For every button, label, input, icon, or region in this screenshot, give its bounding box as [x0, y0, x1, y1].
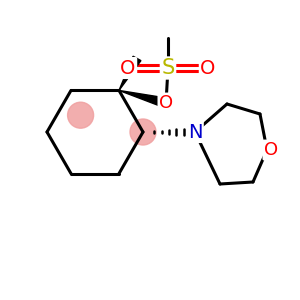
Polygon shape [119, 56, 141, 90]
Text: O: O [264, 141, 278, 159]
Circle shape [130, 119, 156, 145]
Text: O: O [120, 58, 136, 77]
Polygon shape [119, 90, 167, 108]
Text: O: O [159, 94, 173, 112]
Text: N: N [188, 122, 202, 142]
Circle shape [68, 102, 94, 128]
Text: O: O [200, 58, 216, 77]
Text: S: S [161, 58, 175, 78]
